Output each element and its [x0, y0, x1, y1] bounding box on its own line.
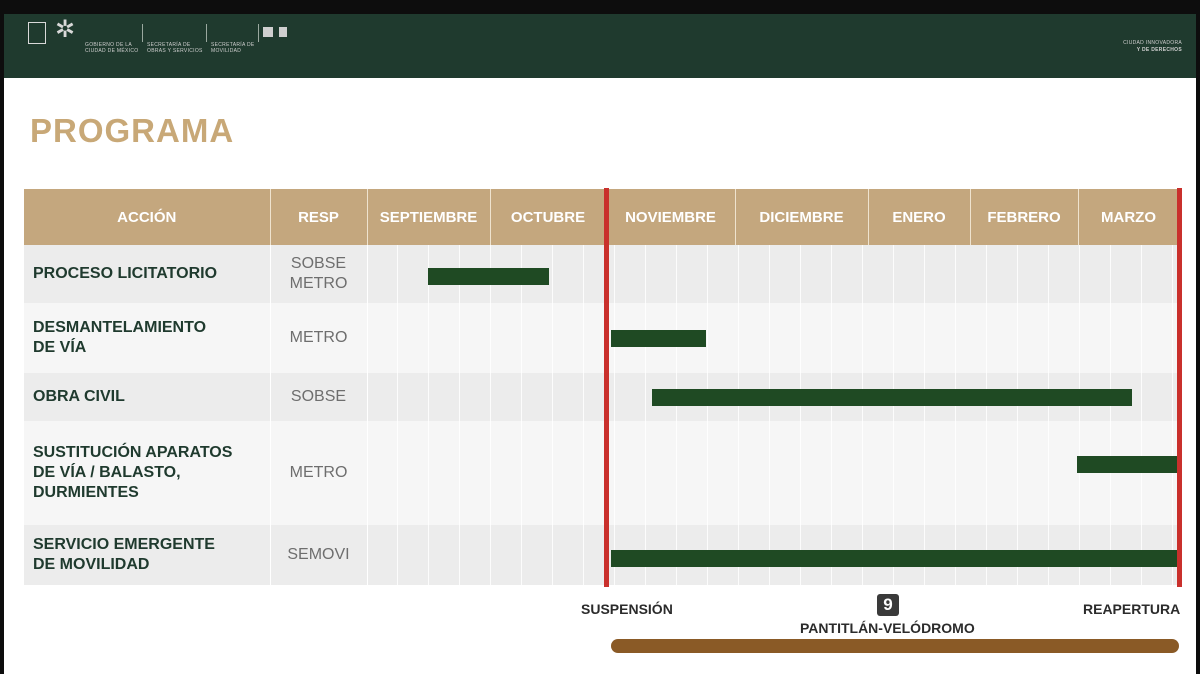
month-diciembre: DICIEMBRE — [735, 189, 869, 245]
header-divider — [258, 24, 259, 42]
action-text: DURMIENTES — [33, 484, 139, 501]
action-cell: OBRA CIVIL — [24, 373, 271, 421]
action-text: DE MOVILIDAD — [33, 556, 150, 573]
action-text: OBRA CIVIL — [33, 388, 125, 405]
action-text: SUSTITUCIÓN APARATOS — [33, 444, 233, 461]
resp-text: METRO — [289, 275, 348, 292]
semovi-logo-icon — [279, 27, 287, 37]
org-gobierno: GOBIERNO DE LA CIUDAD DE MÉXICO — [85, 42, 139, 54]
table-row: DESMANTELAMIENTO DE VÍA METRO — [24, 303, 1180, 373]
org-obras: SECRETARÍA DE OBRAS Y SERVICIOS — [147, 42, 203, 54]
month-octubre: OCTUBRE — [490, 189, 607, 245]
header-resp: RESP — [270, 189, 368, 245]
right-frame — [1196, 0, 1200, 674]
action-text: DESMANTELAMIENTO — [33, 319, 207, 336]
header-divider — [206, 24, 207, 42]
table-header-row: ACCIÓN RESP SEPTIEMBRE OCTUBRE NOVIEMBRE… — [24, 189, 1180, 245]
resp-cell: SOBSE METRO — [270, 245, 368, 303]
resp-cell: SOBSE — [270, 373, 368, 421]
month-marzo: MARZO — [1078, 189, 1180, 245]
top-frame — [0, 0, 1200, 14]
route-label: PANTITLÁN-VELÓDROMO — [800, 620, 975, 636]
reapertura-marker — [1177, 188, 1182, 587]
closure-period-bar — [611, 639, 1179, 653]
bar-servicio-emergente — [611, 550, 1179, 567]
bar-desmantelamiento — [611, 330, 706, 347]
month-enero: ENERO — [868, 189, 971, 245]
table-row: SUSTITUCIÓN APARATOS DE VÍA / BALASTO, D… — [24, 421, 1180, 525]
resp-text: SOBSE — [290, 388, 347, 405]
action-cell: PROCESO LICITATORIO — [24, 245, 271, 303]
action-text: SERVICIO EMERGENTE — [33, 536, 215, 553]
action-text: DE VÍA / BALASTO, — [33, 464, 181, 481]
resp-text: METRO — [289, 464, 348, 481]
org-movilidad: SECRETARÍA DE MOVILIDAD — [211, 42, 255, 54]
resp-cell: METRO — [270, 421, 368, 525]
slogan-line1: CIUDAD INNOVADORA — [1123, 40, 1182, 46]
bar-obra-civil — [652, 389, 1132, 406]
resp-text: METRO — [289, 329, 348, 346]
resp-text: SEMOVI — [287, 546, 350, 563]
schedule-table: ACCIÓN RESP SEPTIEMBRE OCTUBRE NOVIEMBRE… — [24, 189, 1180, 585]
header-accion: ACCIÓN — [24, 189, 271, 245]
action-cell: SERVICIO EMERGENTE DE MOVILIDAD — [24, 525, 271, 585]
action-text: DE VÍA — [33, 339, 87, 356]
action-text: PROCESO LICITATORIO — [33, 265, 218, 282]
action-cell: SUSTITUCIÓN APARATOS DE VÍA / BALASTO, D… — [24, 421, 271, 525]
metro-logo-icon — [263, 27, 273, 37]
slogan-line2: Y DE DERECHOS — [1136, 47, 1182, 53]
month-febrero: FEBRERO — [970, 189, 1079, 245]
page-title: PROGRAMA — [30, 112, 235, 149]
table-row: PROCESO LICITATORIO SOBSE METRO — [24, 245, 1180, 303]
bar-proceso-licitatorio — [428, 268, 549, 285]
timeline-cell — [367, 421, 1180, 525]
resp-text: SOBSE — [290, 255, 347, 272]
bar-sustitucion — [1077, 456, 1179, 473]
metro-line-9-icon: 9 — [877, 594, 899, 616]
left-frame — [0, 0, 4, 674]
suspension-label: SUSPENSIÓN — [581, 601, 673, 617]
header-divider — [142, 24, 143, 42]
resp-cell: SEMOVI — [270, 525, 368, 585]
month-septiembre: SEPTIEMBRE — [367, 189, 491, 245]
header-bar — [4, 14, 1196, 78]
resp-cell: METRO — [270, 303, 368, 373]
suspension-marker — [604, 188, 609, 587]
reapertura-label: REAPERTURA — [1083, 601, 1181, 617]
action-cell: DESMANTELAMIENTO DE VÍA — [24, 303, 271, 373]
month-noviembre: NOVIEMBRE — [606, 189, 736, 245]
cdmx-shield-icon — [28, 22, 46, 44]
timeline-cell — [367, 303, 1180, 373]
cdmx-logo-icon: ✲ — [55, 16, 76, 43]
